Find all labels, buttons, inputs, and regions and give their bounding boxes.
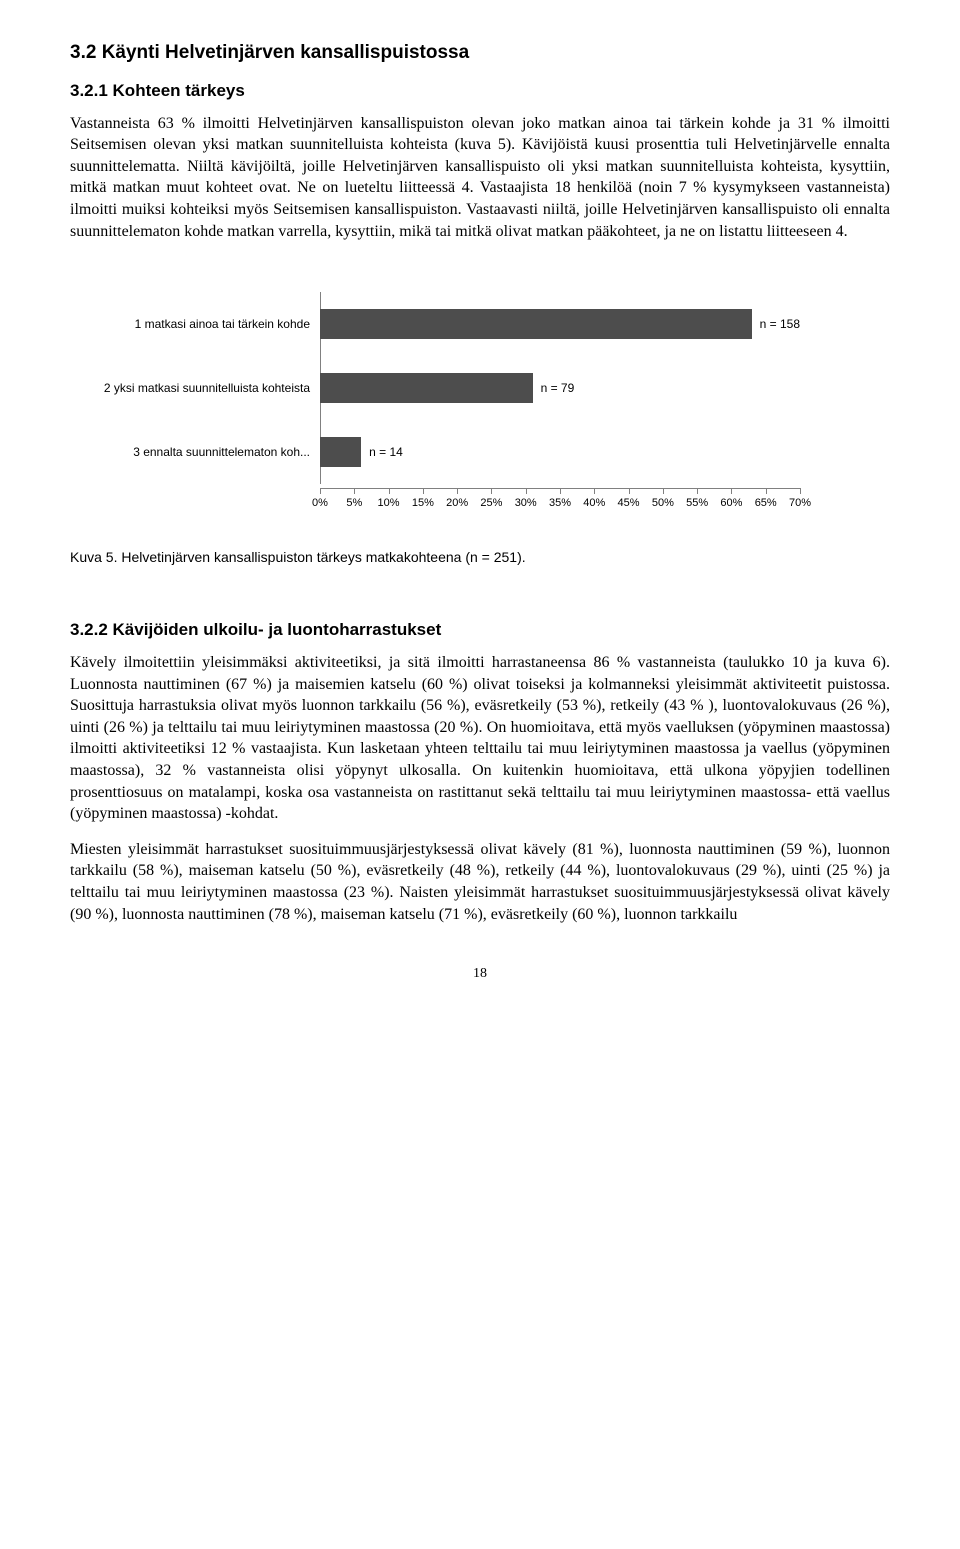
chart-tick xyxy=(766,488,767,494)
chart-bar xyxy=(320,309,752,339)
chart-tick-label: 5% xyxy=(346,496,362,511)
chart-bar xyxy=(320,373,533,403)
chart-category-label: 1 matkasi ainoa tai tärkein kohde xyxy=(90,316,320,332)
chart-tick-label: 65% xyxy=(755,496,777,511)
chart-tick-label: 25% xyxy=(480,496,502,511)
figure-5-caption: Kuva 5. Helvetinjärven kansallispuiston … xyxy=(70,548,890,567)
chart-tick xyxy=(423,488,424,494)
chart-tick xyxy=(320,488,321,494)
chart-row: 3 ennalta suunnittelematon koh... n = 14 xyxy=(90,420,890,484)
chart-tick xyxy=(731,488,732,494)
chart-bar-track: n = 79 xyxy=(320,373,800,403)
chart-tick xyxy=(697,488,698,494)
chart-tick-label: 20% xyxy=(446,496,468,511)
chart-tick-label: 0% xyxy=(312,496,328,511)
chart-tick xyxy=(594,488,595,494)
subsection-heading-3-2-2: 3.2.2 Kävijöiden ulkoilu- ja luontoharra… xyxy=(70,619,890,642)
chart-n-label: n = 158 xyxy=(760,316,800,332)
paragraph-3: Miesten yleisimmät harrastukset suositui… xyxy=(70,839,890,925)
chart-row: 1 matkasi ainoa tai tärkein kohde n = 158 xyxy=(90,292,890,356)
chart-row: 2 yksi matkasi suunnitelluista kohteista… xyxy=(90,356,890,420)
paragraph-2: Kävely ilmoitettiin yleisimmäksi aktivit… xyxy=(70,652,890,825)
page-number: 18 xyxy=(70,965,890,984)
chart-x-axis: 0%5%10%15%20%25%30%35%40%45%50%55%60%65%… xyxy=(320,488,800,522)
chart-tick xyxy=(457,488,458,494)
paragraph-1: Vastanneista 63 % ilmoitti Helvetinjärve… xyxy=(70,113,890,243)
chart-bar-track: n = 158 xyxy=(320,309,800,339)
chart-category-label: 2 yksi matkasi suunnitelluista kohteista xyxy=(90,380,320,396)
chart-tick xyxy=(491,488,492,494)
chart-n-label: n = 14 xyxy=(369,444,403,460)
section-heading-3-2: 3.2 Käynti Helvetinjärven kansallispuist… xyxy=(70,40,890,66)
chart-tick xyxy=(526,488,527,494)
chart-tick-label: 55% xyxy=(686,496,708,511)
chart-bar xyxy=(320,437,361,467)
bar-chart: 1 matkasi ainoa tai tärkein kohde n = 158… xyxy=(90,292,890,522)
chart-tick-label: 45% xyxy=(618,496,640,511)
chart-n-label: n = 79 xyxy=(541,380,575,396)
chart-tick xyxy=(663,488,664,494)
chart-tick xyxy=(389,488,390,494)
chart-tick xyxy=(800,488,801,494)
chart-tick-label: 35% xyxy=(549,496,571,511)
chart-tick-label: 40% xyxy=(583,496,605,511)
chart-tick xyxy=(560,488,561,494)
chart-tick xyxy=(629,488,630,494)
chart-tick-label: 30% xyxy=(515,496,537,511)
chart-tick-label: 10% xyxy=(378,496,400,511)
chart-tick-label: 15% xyxy=(412,496,434,511)
chart-category-label: 3 ennalta suunnittelematon koh... xyxy=(90,444,320,460)
chart-tick-label: 50% xyxy=(652,496,674,511)
chart-tick-label: 70% xyxy=(789,496,811,511)
chart-bar-track: n = 14 xyxy=(320,437,800,467)
subsection-heading-3-2-1: 3.2.1 Kohteen tärkeys xyxy=(70,80,890,103)
chart-tick-label: 60% xyxy=(720,496,742,511)
chart-tick xyxy=(354,488,355,494)
figure-5-chart: 1 matkasi ainoa tai tärkein kohde n = 158… xyxy=(70,292,890,522)
